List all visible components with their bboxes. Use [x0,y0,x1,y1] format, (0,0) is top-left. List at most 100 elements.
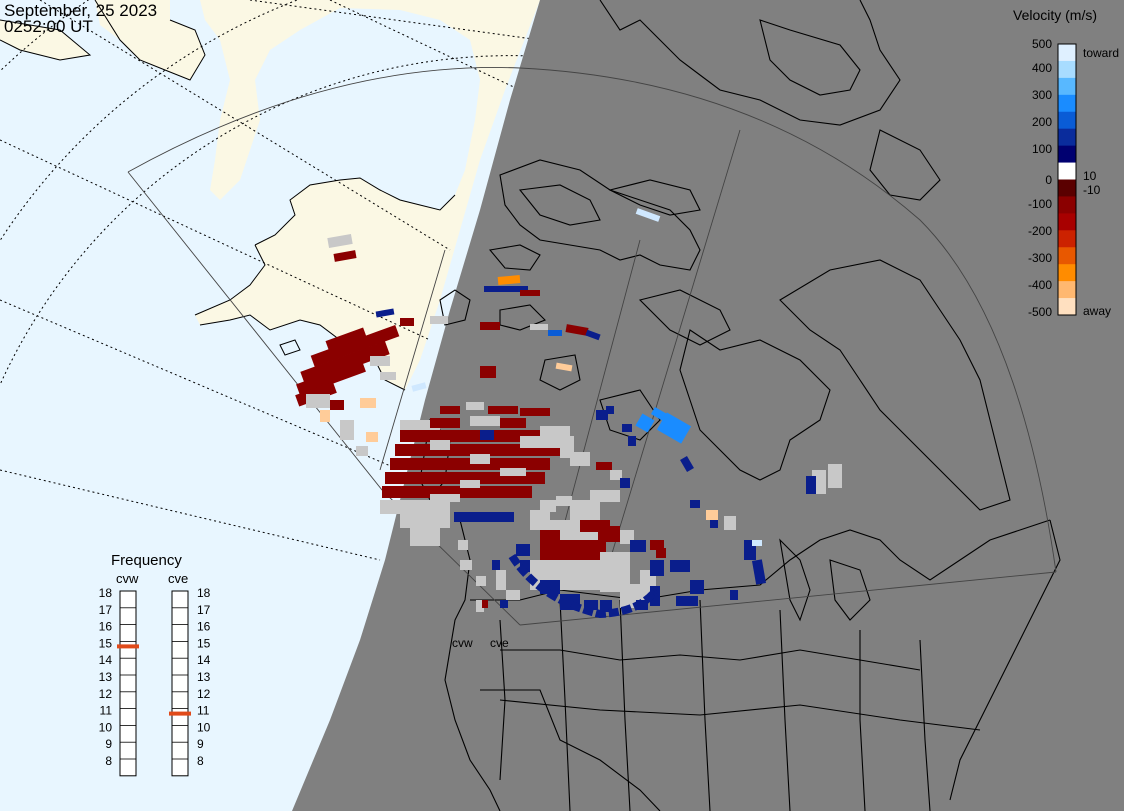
colorbar-tick-label: -400 [1028,278,1052,292]
echo-cell [556,496,572,506]
colorbar-swatch [1058,247,1076,265]
echo-cell [680,455,694,473]
echo-cell [400,318,414,326]
frequency-scale-label: 15 [197,636,211,650]
echo-cell [506,590,520,600]
echo-cell [520,560,530,572]
echo-cell [430,494,460,502]
echo-cell [482,600,488,608]
echo-cell [454,512,514,522]
echo-cell [530,324,548,330]
echo-cell [751,559,767,585]
echo-cell [460,480,480,488]
echo-cell [380,372,396,380]
frequency-scale-label: 14 [197,653,211,667]
frequency-scale-label: 14 [99,653,113,667]
echo-cell [530,510,550,530]
echo-cell [622,424,632,432]
colorbar-frame [1057,43,1077,316]
frequency-scale-cve [171,590,189,777]
frequency-scale-label: 17 [99,603,113,617]
selected-frequency-marker-cve [169,711,191,716]
coastlines [419,0,1061,811]
colorbar-tick-label: 300 [1032,88,1052,102]
colorbar-swatch [1058,94,1076,113]
echo-cell [520,290,540,296]
colorbar-tick-label: 400 [1032,61,1052,75]
night-region [292,0,1124,811]
date-label: September, 25 2023 [4,1,158,20]
echo-cell [492,560,500,570]
echo-cell [480,366,496,378]
colorbar-swatch [1058,111,1076,130]
frequency-scale-label: 8 [197,754,204,768]
echo-cell [676,596,698,606]
frequency-scale-label: 16 [99,620,113,634]
radar-label-cvw: cvw [116,571,139,586]
colorbar-swatch [1058,162,1076,180]
colorbar-swatch [1058,213,1076,231]
echo-cell [500,468,526,476]
echo-cell [628,436,636,446]
echo-cell [325,327,367,351]
echo-arc [508,553,660,619]
echo-cell [540,530,560,560]
velocity-colorbar: Velocity (m/s) 500400300200100100-10-100… [1013,7,1119,319]
echo-cell [484,286,528,292]
frequency-scale-label: 8 [105,754,112,768]
echo-cell [306,394,330,408]
toward-label: toward [1083,46,1119,60]
echo-cell [620,478,630,488]
echo-cell [400,420,440,430]
echo-cell [366,432,378,442]
frequency-scale-label: 13 [197,670,211,684]
echo-cell [752,540,762,546]
echo-cell [600,600,612,612]
echo-cell [590,490,620,502]
colorbar-tick-label: 0 [1045,173,1052,187]
echo-cell [724,516,736,530]
frequency-scale-label: 9 [197,737,204,751]
radar-field-of-view [127,67,1057,626]
frequency-scale-label: 18 [197,586,211,600]
echo-cell [806,476,816,494]
site-label-cve: cve [490,636,509,650]
echo-cell [650,540,664,550]
echo-cell [296,360,366,396]
frequency-scale-label: 18 [99,586,113,600]
echo-cell [650,407,668,421]
day-graticule [0,0,581,561]
frequency-scale-label: 16 [197,620,211,634]
colorbar-tick-label: -300 [1028,251,1052,265]
frequency-scale-label: 12 [99,687,113,701]
echo-cell [710,520,718,528]
frequency-scale-label: 15 [99,636,113,650]
colorbar-swatch [1058,128,1076,147]
echo-cell [610,470,622,480]
echo-cell [690,500,700,508]
frequency-scale-label: 11 [197,704,210,718]
colorbar-swatch [1058,44,1076,62]
away-label: away [1083,304,1111,318]
frequency-scales: 18 17 16 15 14 13 12 11 10 9 8 18 17 16 15 14 13 12 11 10 9 8 [99,586,211,777]
echo-cell [828,464,842,488]
echo-cell [670,560,690,572]
echo-cell [656,412,692,444]
echo-cell [382,486,532,498]
echo-cell [480,322,500,330]
echo-cell [480,430,494,440]
colorbar-swatches [1058,44,1076,316]
echo-cell [635,208,661,222]
echo-cell [565,324,589,336]
colorbar-tick-label: -200 [1028,224,1052,238]
echo-cell [630,540,646,552]
echo-cell [555,362,573,372]
frequency-title: Frequency [111,552,182,569]
echo-cell [470,454,490,464]
colorbar-tick-label: -100 [1028,197,1052,211]
echo-cell [330,400,344,410]
echo-cell [650,560,664,576]
echo-cell [360,398,376,408]
colorbar-swatch [1058,298,1076,316]
